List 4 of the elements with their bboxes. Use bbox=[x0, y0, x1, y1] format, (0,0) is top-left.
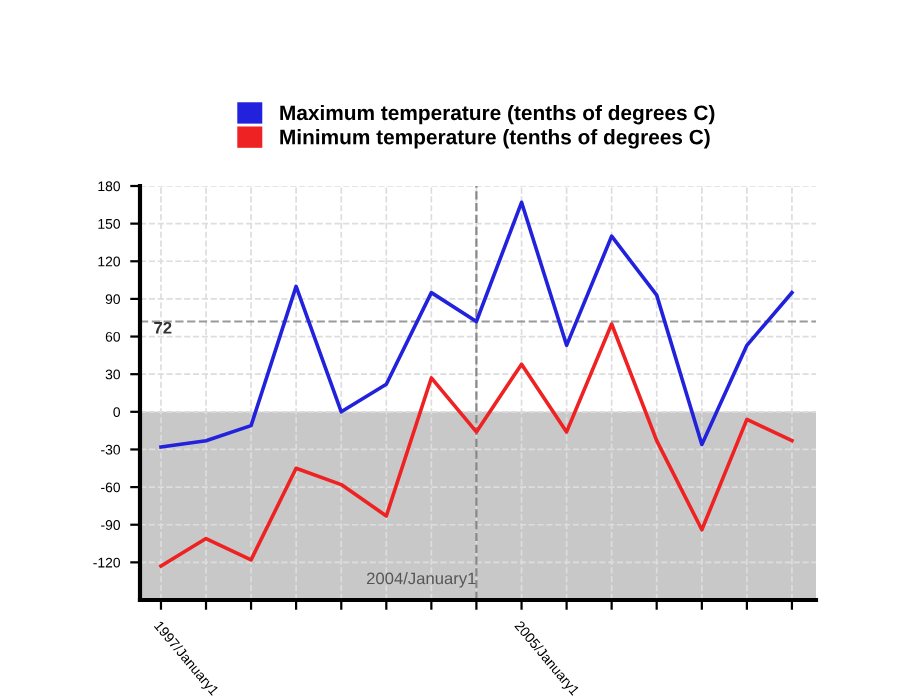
legend-label: Maximum temperature (tenths of degrees C) bbox=[280, 104, 715, 125]
ref-line-label: 72 bbox=[154, 321, 172, 334]
ref-line-label: 2004/January1 bbox=[366, 572, 476, 588]
legend-label: Minimum temperature (tenths of degrees C) bbox=[280, 129, 710, 149]
